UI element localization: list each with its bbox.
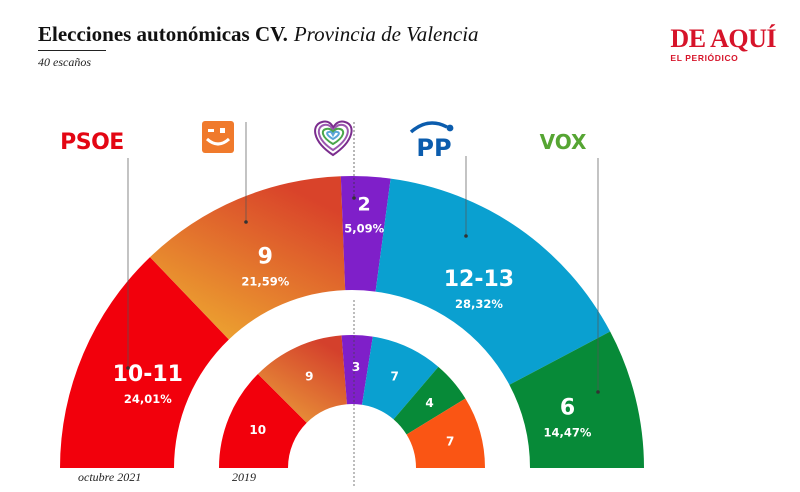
leader-dot-pp bbox=[464, 234, 468, 238]
outer-ring-2021 bbox=[60, 176, 644, 468]
outer-seats-pp: 12-13 bbox=[444, 267, 514, 292]
outer-slice-psoe bbox=[60, 257, 229, 468]
inner-slice-pp bbox=[362, 336, 439, 420]
leader-dot-unidas-podemos bbox=[352, 196, 356, 200]
title-italic: Provincia de Valencia bbox=[293, 22, 479, 46]
inner-seats-pp: 7 bbox=[391, 369, 399, 383]
pp-logo: PP bbox=[409, 121, 454, 162]
outer-slice-vox bbox=[509, 331, 644, 468]
inner-slice-psoe bbox=[219, 373, 307, 468]
outer-slice-unidas-podemos bbox=[340, 176, 391, 292]
inner-seats-compromis: 9 bbox=[305, 369, 313, 383]
seats-subtitle: 40 escaños bbox=[38, 55, 91, 69]
inner-slice-cs bbox=[406, 398, 485, 468]
brand-logo: DE AQUÍ EL PERIÓDICO bbox=[670, 24, 776, 64]
outer-percent-unidas-podemos: 5,09% bbox=[344, 221, 384, 235]
leader-dot-psoe bbox=[126, 366, 130, 370]
inner-slice-vox bbox=[393, 366, 466, 435]
pp-logo-text: PP bbox=[416, 134, 451, 162]
inner-seats-psoe: 10 bbox=[249, 423, 266, 437]
inner-labels: 10 9 3 7 4 7 bbox=[249, 360, 454, 448]
outer-seats-unidas-podemos: 2 bbox=[358, 193, 371, 215]
logo-vox: VOX bbox=[540, 130, 587, 154]
inner-slice-compromis bbox=[257, 335, 347, 423]
outer-percent-vox: 14,47% bbox=[544, 426, 592, 440]
brand-name: DE AQUÍ bbox=[670, 24, 776, 53]
inner-seats-unidas-podemos: 3 bbox=[352, 360, 360, 374]
heart-logo-icon bbox=[314, 120, 353, 157]
outer-percent-psoe: 24,01% bbox=[124, 392, 172, 406]
outer-seats-vox: 6 bbox=[560, 396, 575, 421]
logo-psoe: PSOE bbox=[60, 130, 124, 155]
caption-outer: octubre 2021 bbox=[78, 470, 142, 484]
outer-seats-psoe: 10-11 bbox=[113, 362, 183, 387]
brand-sub: EL PERIÓDICO bbox=[670, 53, 739, 63]
inner-seats-vox: 4 bbox=[425, 396, 433, 410]
inner-ring-2019 bbox=[219, 334, 485, 468]
outer-seats-compromis: 9 bbox=[258, 245, 273, 270]
compromis-logo-icon bbox=[202, 121, 234, 153]
outer-percent-compromis: 21,59% bbox=[241, 275, 289, 289]
title-rule bbox=[38, 50, 106, 51]
title-bold: Elecciones autonómicas CV. bbox=[38, 22, 288, 46]
outer-slice-pp bbox=[375, 178, 611, 385]
leader-lines bbox=[126, 122, 600, 488]
caption-inner: 2019 bbox=[232, 470, 256, 484]
outer-slice-compromis bbox=[150, 176, 346, 340]
outer-labels: 10-11 24,01% 9 21,59% 2 5,09% 12-13 28,32% 6 14,4… bbox=[113, 193, 592, 439]
outer-percent-pp: 28,32% bbox=[455, 297, 503, 311]
inner-slice-unidas-podemos bbox=[341, 334, 373, 405]
chart-title: Elecciones autonómicas CV. Provincia de V… bbox=[38, 22, 479, 47]
leader-dot-vox bbox=[596, 390, 600, 394]
inner-seats-cs: 7 bbox=[446, 434, 454, 448]
leader-dot-compromis bbox=[244, 220, 248, 224]
